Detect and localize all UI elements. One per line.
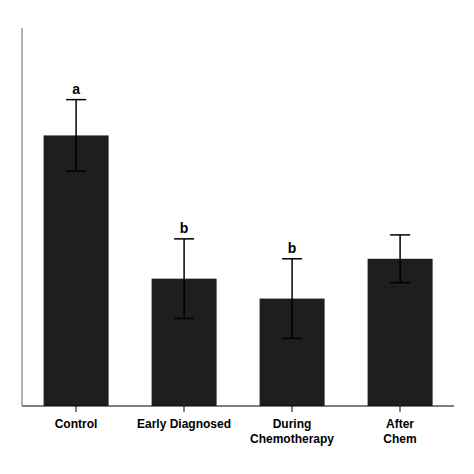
- svg-text:b: b: [288, 240, 297, 256]
- svg-text:Control: Control: [55, 417, 98, 431]
- svg-text:Early Diagnosed: Early Diagnosed: [137, 417, 231, 431]
- svg-text:AfterChem: AfterChem: [383, 417, 416, 446]
- svg-text:b: b: [180, 220, 189, 236]
- svg-text:a: a: [72, 81, 80, 97]
- svg-text:DuringChemotherapy: DuringChemotherapy: [250, 417, 334, 446]
